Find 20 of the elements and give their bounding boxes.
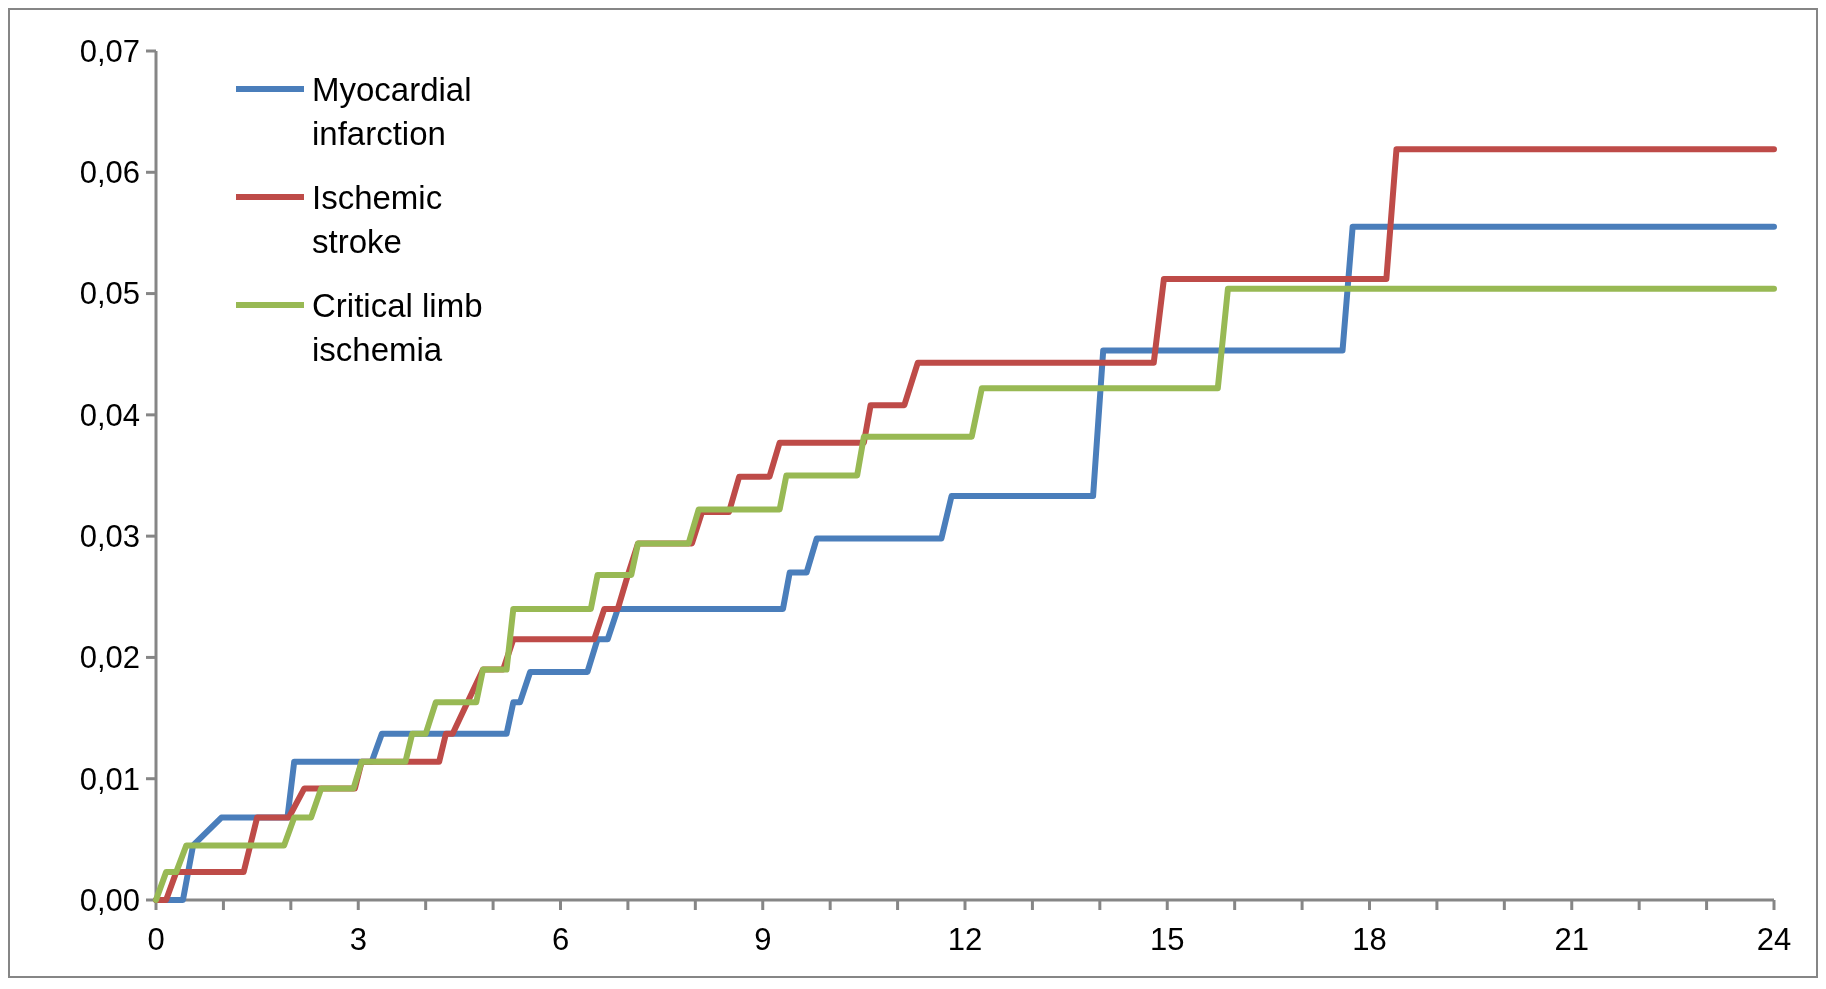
x-tick-label: 9 [754,922,772,957]
y-tick-label: 0,01 [79,761,140,797]
y-tick-label: 0,05 [79,276,140,312]
y-tick-label: 0,00 [79,882,140,918]
x-tick-label: 24 [1756,922,1792,957]
y-tick-label: 0,04 [79,397,140,433]
x-tick-label: 6 [551,922,570,957]
x-tick-label: 0 [147,922,165,957]
x-tick-label: 21 [1554,922,1589,957]
y-tick-label: 0,07 [79,33,140,69]
x-tick-label: 12 [947,922,983,957]
legend-label: Myocardial infarction [312,71,472,152]
x-tick-label: 3 [349,922,367,957]
legend-label: Critical limb ischemia [312,287,483,368]
y-tick-label: 0,02 [79,640,140,676]
y-tick-label: 0,06 [79,155,140,191]
y-tick-label: 0,03 [79,518,140,554]
x-tick-label: 15 [1150,922,1185,957]
legend-label: Ischemic stroke [312,179,443,260]
x-tick-label: 18 [1352,922,1387,957]
